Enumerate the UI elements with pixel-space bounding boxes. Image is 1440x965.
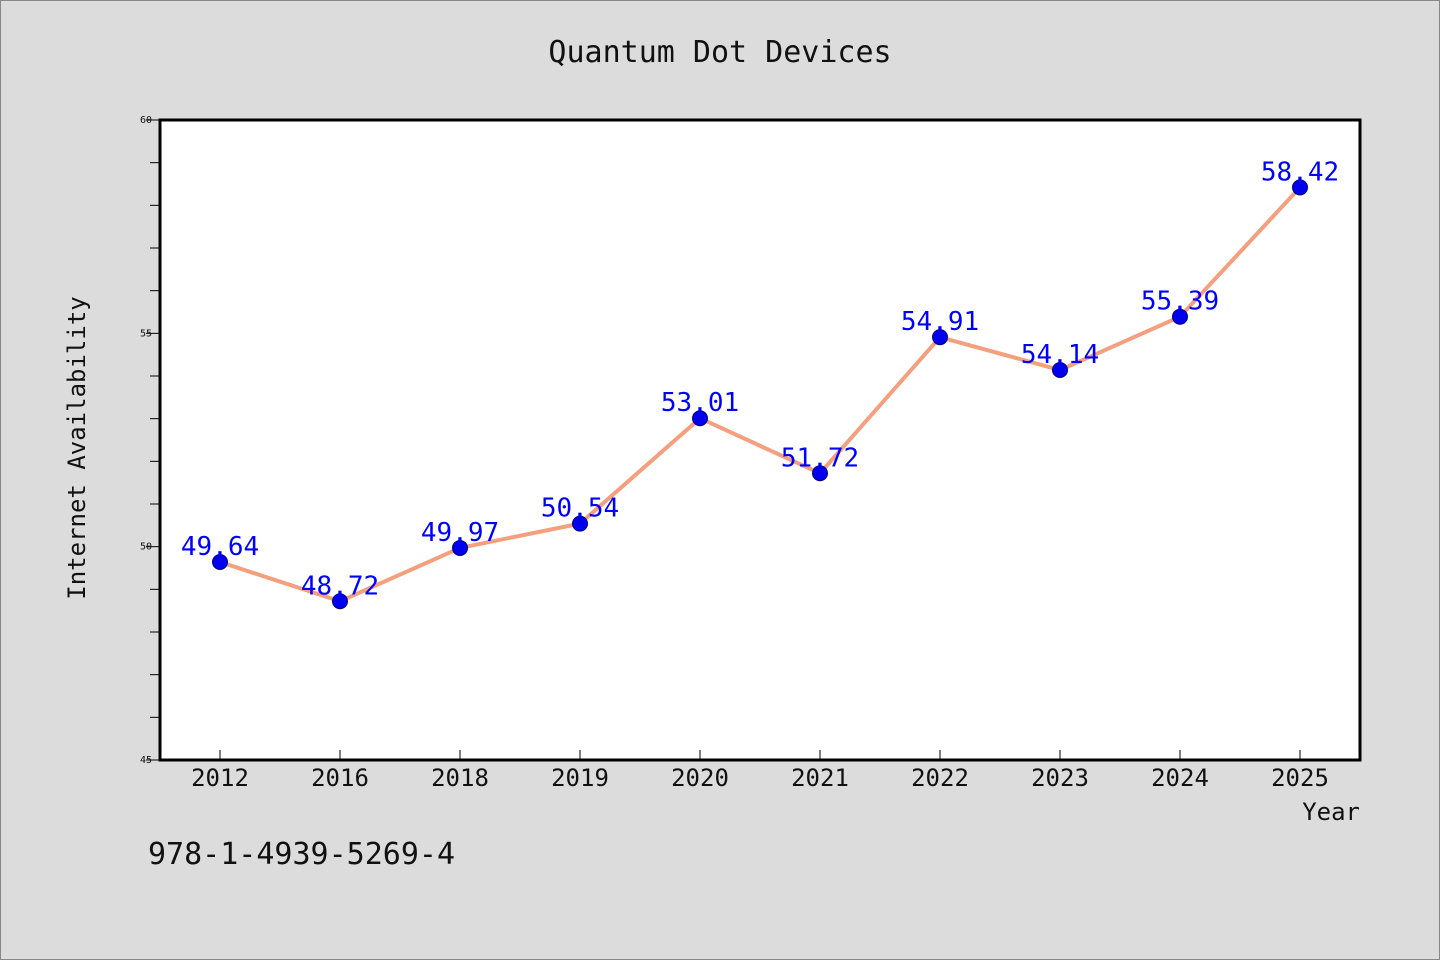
- plot-area: [158, 118, 1362, 762]
- y-axis-label: Internet Availability: [63, 296, 91, 599]
- data-label: 54.91: [901, 307, 979, 337]
- x-axis: 2012 2016 2018 2019 2020 2021 2022 2023 2024 2025: [191, 750, 1329, 792]
- series-line: [218, 185, 1302, 604]
- x-tick-label: 2025: [1271, 764, 1329, 792]
- x-tick-label: 2018: [431, 764, 489, 792]
- data-point: [1292, 179, 1308, 196]
- x-tick-label: 2019: [551, 764, 609, 792]
- data-point: [572, 515, 588, 532]
- x-axis-label: Year: [1302, 798, 1360, 826]
- data-point: [1052, 362, 1068, 379]
- data-marker-group: [212, 179, 1308, 610]
- y-tick-label: 60: [140, 115, 152, 126]
- data-label-group: 49.64 48.72 49.97 50.54 53.01 51.72 54.91 54.14…: [181, 157, 1339, 601]
- data-label: 48.72: [301, 571, 379, 601]
- data-point: [812, 465, 828, 482]
- data-point: [692, 410, 708, 427]
- data-point: [1172, 308, 1188, 325]
- x-tick-label: 2012: [191, 764, 249, 792]
- data-label: 58.42: [1261, 157, 1339, 187]
- annotation-code: 978-1-4939-5269-4: [148, 837, 455, 872]
- data-point: [452, 539, 468, 556]
- data-label: 54.14: [1021, 340, 1099, 370]
- data-label: 55.39: [1141, 287, 1219, 317]
- data-label: 51.72: [781, 443, 859, 473]
- data-point: [332, 593, 348, 610]
- y-tick-label: 45: [140, 755, 152, 766]
- y-tick-label: 50: [140, 542, 152, 553]
- x-tick-label: 2024: [1151, 764, 1209, 792]
- x-tick-label: 2020: [671, 764, 729, 792]
- series-line-group: [218, 185, 1302, 604]
- x-tick-label: 2022: [911, 764, 969, 792]
- chart-title: Quantum Dot Devices: [548, 35, 891, 70]
- data-point: [212, 554, 228, 571]
- data-label: 50.54: [541, 494, 619, 524]
- y-tick-label: 55: [140, 328, 152, 339]
- data-label: 53.01: [661, 388, 739, 418]
- x-tick-label: 2023: [1031, 764, 1089, 792]
- x-tick-label: 2016: [311, 764, 369, 792]
- x-tick-label: 2021: [791, 764, 849, 792]
- data-label: 49.64: [181, 532, 259, 562]
- y-axis: 45 50 55 60: [140, 115, 160, 766]
- data-point: [932, 329, 948, 346]
- data-label: 49.97: [421, 518, 499, 548]
